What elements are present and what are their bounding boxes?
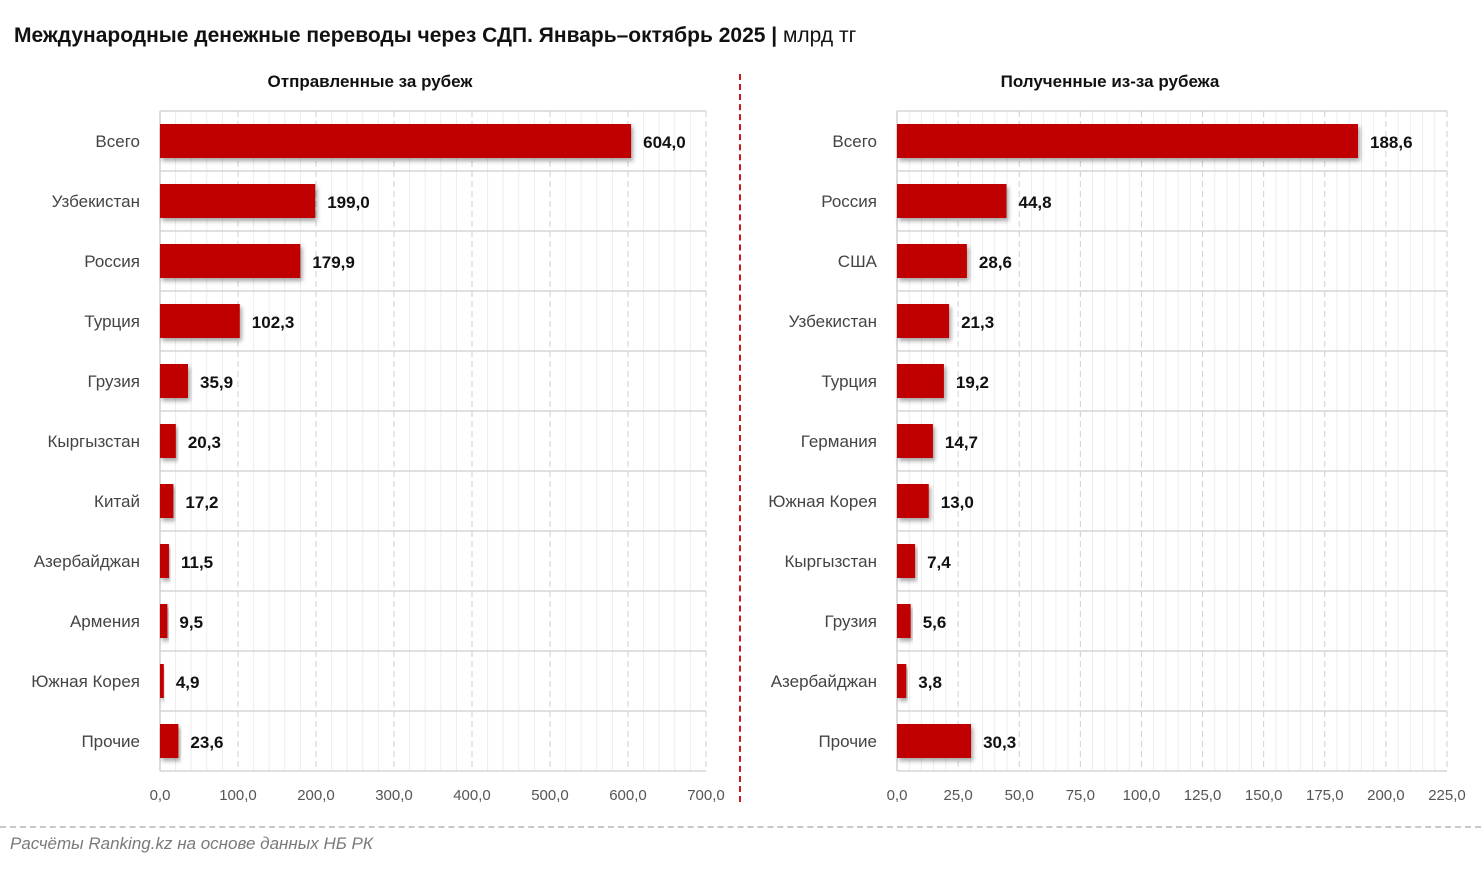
bar [160,184,316,218]
category-label: Турция [84,312,140,331]
x-tick-label: 175,0 [1306,787,1344,804]
data-label: 23,6 [190,733,223,752]
bar [160,544,169,578]
x-tick-label: 0,0 [150,787,171,804]
bar [897,424,933,458]
x-tick-label: 25,0 [944,787,973,804]
category-label: Узбекистан [52,192,140,211]
chart-title-text: Международные денежные переводы через СД… [14,24,766,47]
data-label: 13,0 [941,493,974,512]
bar [897,484,929,518]
bar [897,364,944,398]
x-tick-label: 200,0 [297,787,335,804]
category-label: Турция [821,372,877,391]
x-tick-label: 75,0 [1066,787,1095,804]
category-label: Кыргызстан [47,432,140,451]
category-label: Китай [94,492,140,511]
bar [160,604,168,638]
data-label: 188,6 [1370,133,1413,152]
category-label: Южная Корея [31,672,140,691]
data-label: 14,7 [945,433,978,452]
data-label: 102,3 [252,313,295,332]
category-label: Россия [821,192,877,211]
category-label: Всего [832,132,877,151]
data-label: 20,3 [188,433,221,452]
x-tick-label: 200,0 [1367,787,1405,804]
data-label: 35,9 [200,373,233,392]
data-label: 44,8 [1019,193,1052,212]
x-tick-label: 100,0 [1123,787,1161,804]
data-label: 11,5 [181,553,213,572]
bar [897,724,972,758]
category-label: Узбекистан [789,312,877,331]
bar [897,124,1359,158]
bar [897,244,967,278]
bar [897,604,911,638]
category-label: Грузия [87,372,140,391]
bar [160,424,176,458]
data-label: 9,5 [179,613,203,632]
category-label: Россия [84,252,140,271]
category-label: Азербайджан [34,552,140,571]
panel-title: Полученные из-за рубежа [1001,72,1220,91]
data-label: 19,2 [956,373,989,392]
bar [897,664,907,698]
data-label: 179,9 [312,253,355,272]
data-label: 28,6 [979,253,1012,272]
x-tick-label: 400,0 [453,787,491,804]
chart-area: Отправленные за рубеж 0,0 100,0 200,0 300,0 4… [31,72,1466,804]
footer-divider [0,826,1481,828]
x-tick-label: 125,0 [1184,787,1222,804]
category-label: Кыргызстан [784,552,877,571]
bar [160,664,164,698]
bar [897,304,950,338]
category-label: США [838,252,878,271]
bar [160,244,301,278]
category-label: Германия [801,432,877,451]
category-label: Прочие [818,732,877,751]
x-tick-label: 600,0 [609,787,647,804]
category-label: Азербайджан [771,672,877,691]
panel-divider [739,74,741,802]
category-label: Всего [95,132,140,151]
category-label: Армения [70,612,140,631]
chart-unit: млрд тг [782,24,857,47]
x-tick-label: 50,0 [1005,787,1034,804]
x-tick-label: 300,0 [375,787,413,804]
panel-title: Отправленные за рубеж [268,72,474,91]
chart-title: Международные денежные переводы через СД… [14,24,857,47]
data-label: 30,3 [983,733,1016,752]
x-tick-label: 150,0 [1245,787,1283,804]
bar [160,724,179,758]
source-note: Расчёты Ranking.kz на основе данных НБ Р… [10,834,373,853]
data-label: 17,2 [185,493,218,512]
category-label: Прочие [81,732,140,751]
data-label: 3,8 [918,673,942,692]
x-tick-label: 0,0 [887,787,908,804]
data-label: 5,6 [923,613,947,632]
data-label: 7,4 [927,553,951,572]
x-tick-label: 700,0 [687,787,725,804]
data-label: 4,9 [176,673,200,692]
bar [160,484,174,518]
data-label: 21,3 [961,313,994,332]
x-tick-label: 225,0 [1428,787,1466,804]
bar [160,364,189,398]
data-label: 199,0 [327,193,370,212]
x-tick-label: 500,0 [531,787,569,804]
bar [160,124,632,158]
category-label: Южная Корея [768,492,877,511]
category-label: Грузия [824,612,877,631]
data-label: 604,0 [643,133,686,152]
x-tick-label: 100,0 [219,787,257,804]
bar [897,184,1007,218]
bar [160,304,240,338]
bar [897,544,916,578]
